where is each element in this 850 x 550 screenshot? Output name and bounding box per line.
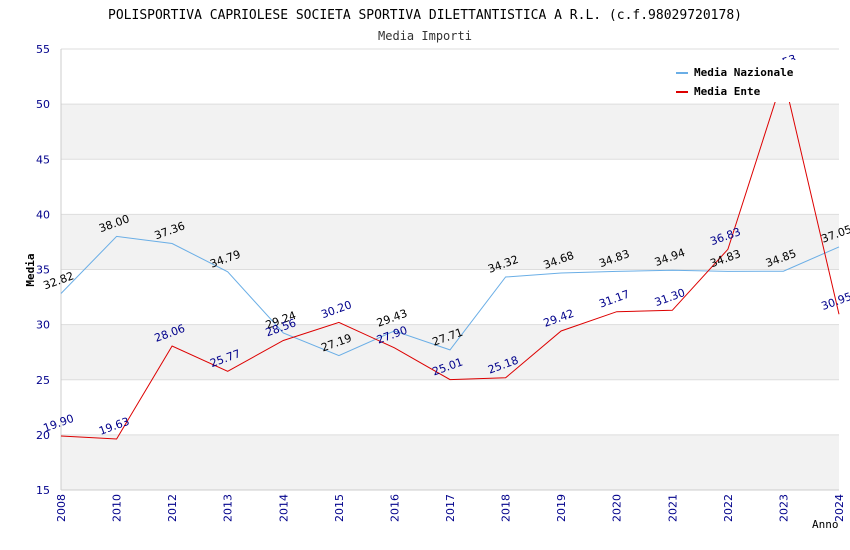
chart-title: POLISPORTIVA CAPRIOLESE SOCIETA SPORTIVA… xyxy=(108,8,742,23)
y-axis-label: Media xyxy=(24,253,37,286)
series-lines xyxy=(60,74,840,440)
x-tick-label: 2012 xyxy=(166,494,179,522)
legend: Media Nazionale Media Ente xyxy=(670,60,810,102)
x-tick-label: 2014 xyxy=(277,494,290,522)
x-tick-label: 2008 xyxy=(55,494,68,522)
band xyxy=(61,324,839,380)
x-tick-label: 2016 xyxy=(388,494,401,522)
y-tick-label: 55 xyxy=(36,43,50,56)
y-tick-label: 35 xyxy=(36,264,50,277)
x-tick-label: 2022 xyxy=(722,494,735,522)
x-tick-label: 2023 xyxy=(777,494,790,522)
series-line-media-nazionale xyxy=(60,235,840,357)
x-tick-label: 2018 xyxy=(500,494,513,522)
y-tick-label: 15 xyxy=(36,484,50,497)
band xyxy=(61,104,839,160)
legend-box xyxy=(670,60,810,102)
y-tick-label: 40 xyxy=(36,208,50,221)
x-axis: 2008 2010 2012 2013 2014 2015 2016 2017 2018 2019… xyxy=(55,494,846,522)
legend-label: Media Nazionale xyxy=(694,66,794,79)
x-tick-label: 2021 xyxy=(666,494,679,522)
band xyxy=(61,434,839,490)
y-tick-label: 50 xyxy=(36,98,50,111)
y-tick-label: 30 xyxy=(36,319,50,332)
y-tick-label: 20 xyxy=(36,429,50,442)
band xyxy=(61,214,839,270)
x-axis-label: Anno xyxy=(812,518,839,531)
x-tick-label: 2010 xyxy=(111,494,124,522)
x-tick-label: 2013 xyxy=(222,494,235,522)
y-tick-label: 45 xyxy=(36,153,50,166)
x-tick-label: 2019 xyxy=(555,494,568,522)
series-line-media-ente xyxy=(60,74,840,440)
x-tick-label: 2020 xyxy=(611,494,624,522)
chart-subtitle: Media Importi xyxy=(378,29,472,43)
x-tick-label: 2017 xyxy=(444,494,457,522)
y-axis: 15 20 25 30 35 40 45 50 55 xyxy=(36,43,50,497)
legend-label: Media Ente xyxy=(694,85,761,98)
x-tick-label: 2024 xyxy=(833,494,846,522)
x-tick-label: 2015 xyxy=(333,494,346,522)
y-tick-label: 25 xyxy=(36,374,50,387)
